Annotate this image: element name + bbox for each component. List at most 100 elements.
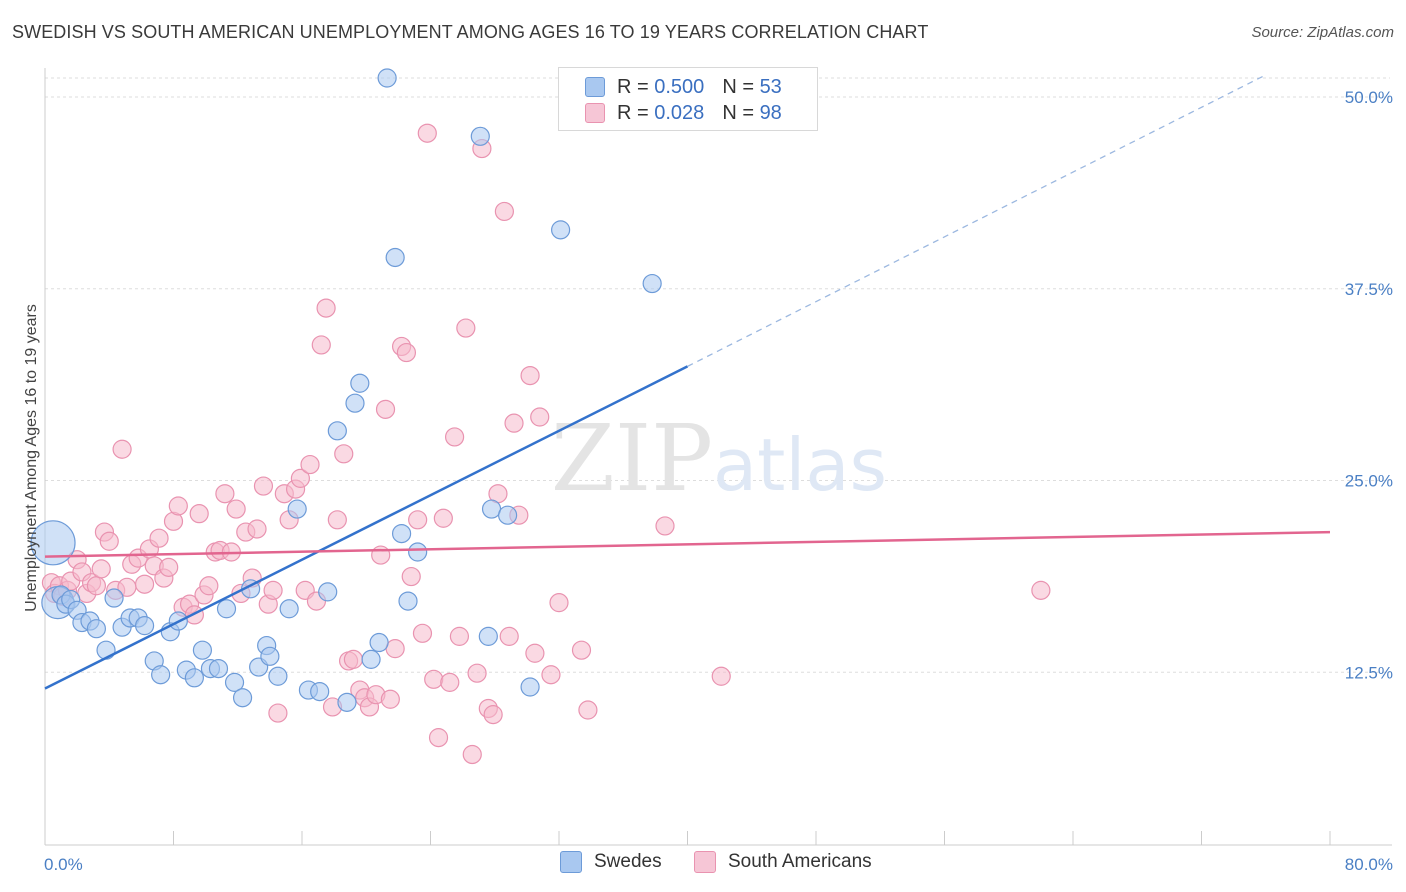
south-americans-point [504,413,524,433]
south-americans-point [428,728,449,748]
swedes-point [345,393,365,413]
south-americans-point [433,508,453,528]
bottom-legend-swatch-swedes [560,851,582,873]
swedes-point [551,220,571,240]
swedes-point [287,499,307,519]
swedes-point [268,666,288,686]
south-americans-point [86,576,107,596]
x-tick-label: 0.0% [44,855,83,874]
swedes-point [30,520,76,566]
south-americans-point [483,705,503,725]
south-americans-point [467,663,487,683]
south-americans-point [1031,580,1051,600]
south-americans-point [226,499,246,519]
south-americans-point [412,623,433,643]
south-americans-point [380,689,400,709]
south-americans-trend-line [44,530,1331,558]
south-americans-point [424,669,444,689]
south-americans-point [396,342,417,363]
south-americans-point [578,700,598,720]
swedes-point [260,646,280,666]
swedes-point [470,126,490,146]
swedes-point [216,599,237,619]
south-americans-point [99,531,119,551]
watermark: ZIP atlas [551,405,887,512]
swedes-point [279,599,299,619]
south-americans-point [268,703,288,723]
axes [44,68,1392,846]
south-americans-point [112,439,132,459]
swedes-point [327,421,347,441]
swedes-point [208,658,229,679]
legend-r-value-south-americans: 0.028 [654,101,705,124]
south-americans-point [499,626,519,646]
swedes-point [86,619,107,639]
legend-n-label: N = [722,75,754,98]
swedes-point [408,542,428,562]
watermark-zip: ZIP [551,405,713,512]
south-americans-point [408,510,428,530]
y-tick-label: 25.0% [1345,472,1393,491]
swedes-point [361,649,381,669]
swedes-point [642,273,662,294]
south-americans-point [385,639,405,659]
south-americans-point [541,665,561,685]
south-americans-point [525,643,545,663]
south-americans-point [530,407,550,427]
south-americans-point [215,484,235,504]
bottom-legend-label-swedes: Swedes [594,851,662,872]
south-americans-point [371,545,391,565]
south-americans-point [149,528,169,548]
south-americans-point [571,640,592,660]
bottom-legend-swatch-south-americans [694,851,716,873]
x-tick-label: 80.0% [1345,855,1393,874]
legend-n-value-swedes: 53 [759,75,782,98]
chart-source: Source: ZipAtlas.com [1251,24,1394,41]
y-tick-label: 50.0% [1345,88,1393,107]
legend-r-label: R = [617,75,649,98]
south-americans-point [247,519,267,539]
legend-swatch-south-americans [585,103,605,123]
south-americans-point [375,399,396,419]
south-americans-point [334,444,354,464]
south-americans-point [444,427,465,447]
swedes-point [134,616,155,636]
south-americans-point [711,666,731,686]
swedes-trend-line [44,365,689,690]
legend-n-value-south-americans: 98 [759,101,782,124]
swedes-point [498,505,518,525]
south-americans-point [263,580,283,600]
south-americans-point [327,510,347,530]
bottom-legend-label-south-americans: South Americans [728,851,872,872]
south-americans-point [343,649,363,669]
bottom-legend-south-americans: South Americans [694,851,872,873]
bottom-legend-swedes: Swedes [560,851,662,873]
south-americans-point [462,744,482,765]
swedes-point [377,68,397,88]
south-americans-point [316,298,336,318]
swedes-point [318,582,338,602]
south-americans-point [311,335,331,355]
south-americans-point [253,476,274,496]
south-americans-point [290,468,310,488]
swedes-point [232,688,253,708]
south-americans-point [440,672,460,692]
swedes-point [104,588,124,608]
swedes-point [391,523,412,544]
swedes-point [184,668,204,688]
tick-labels: 12.5% 25.0% 37.5% 50.0% 0.0% 80.0% [44,88,1393,874]
legend-r-value-swedes: 0.500 [654,75,705,98]
swedes-point [481,499,502,519]
legend-swatch-swedes [585,77,605,97]
legend-row-south-americans: R = 0.028 N = 98 [585,101,782,125]
swedes-point [478,626,498,646]
y-axis-label: Unemployment Among Ages 16 to 19 years [23,304,40,612]
south-americans-point [449,626,470,646]
south-americans-point [189,504,209,524]
south-americans-point [199,576,219,596]
swedes-point [350,373,370,393]
legend-row-swedes: R = 0.500 N = 53 [585,75,782,99]
south-americans-point [417,123,437,143]
south-americans-point [159,557,179,577]
